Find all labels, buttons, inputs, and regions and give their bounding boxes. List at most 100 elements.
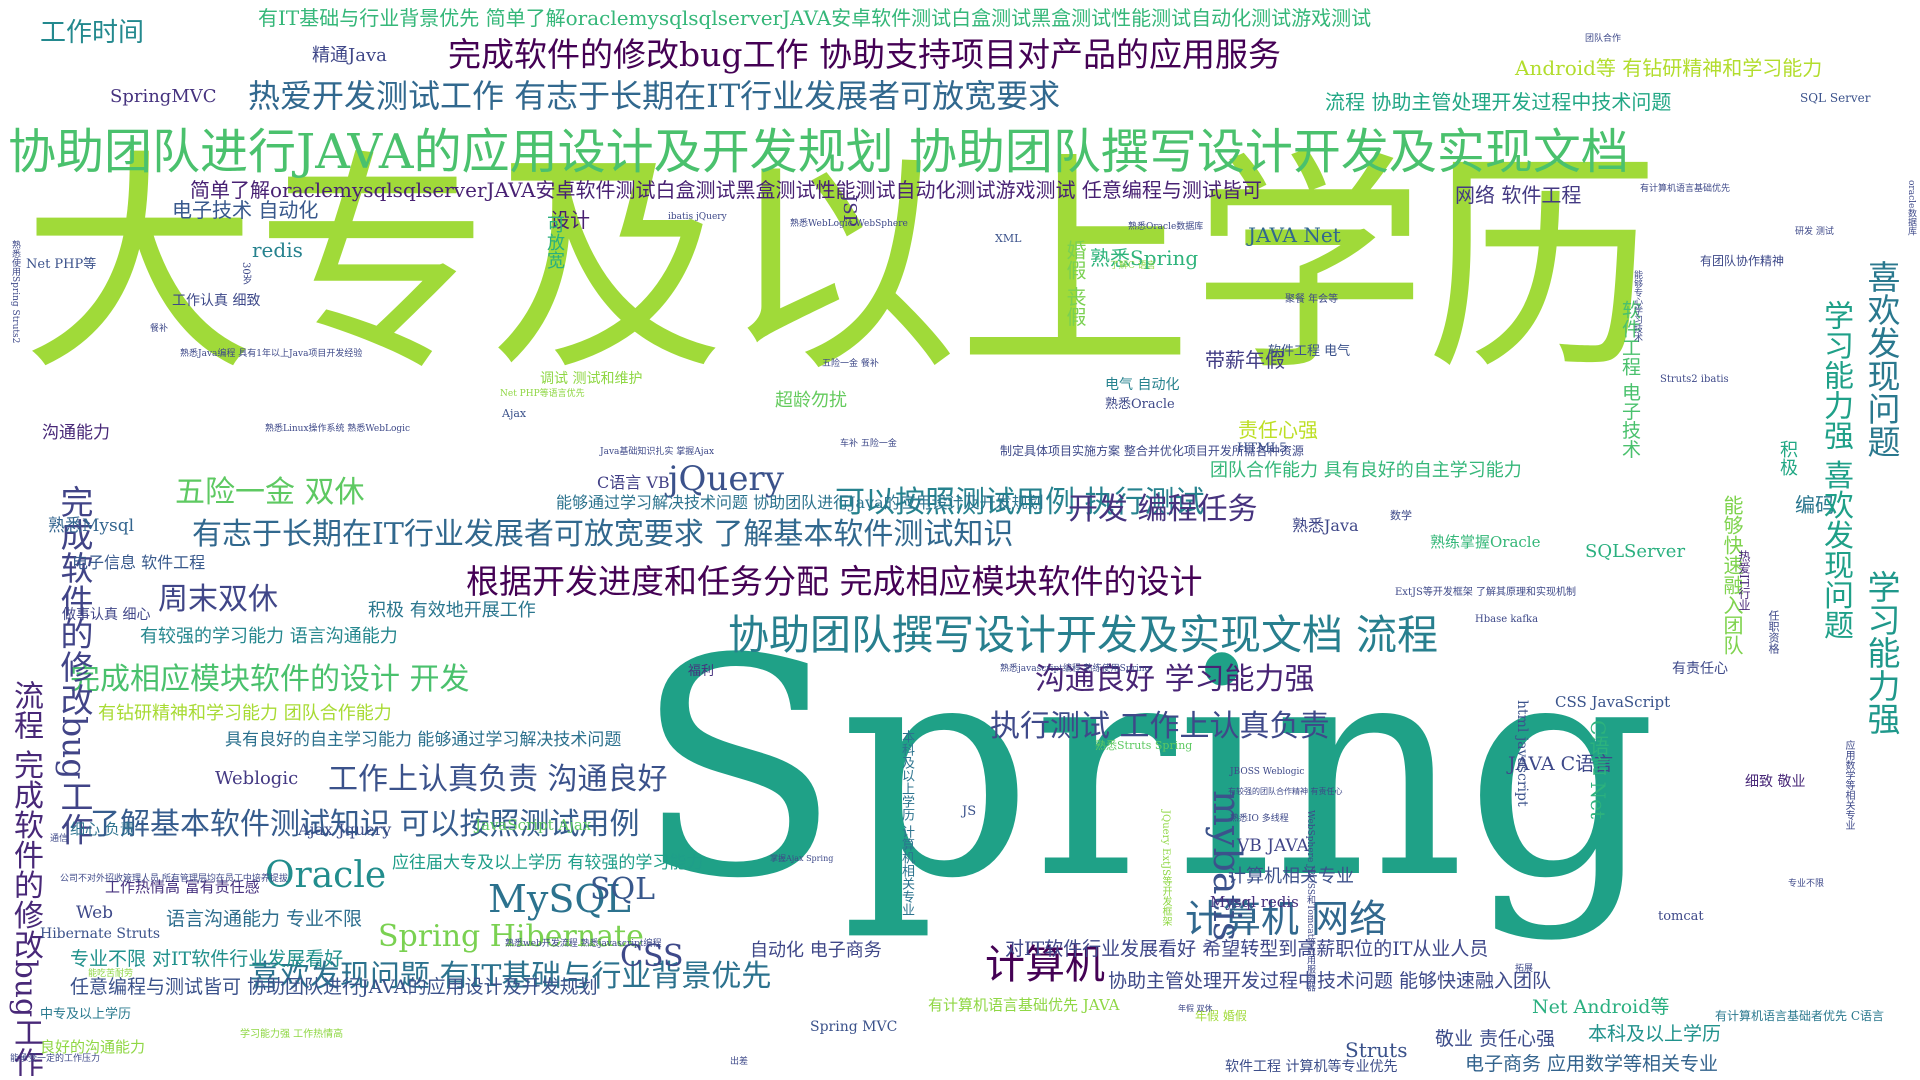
cloud-word: 周末双休: [158, 582, 278, 617]
cloud-word: 工作认真 细致: [172, 293, 261, 309]
cloud-word: 熟悉Linux操作系统 熟悉WebLogic: [265, 424, 411, 434]
cloud-word: 喜欢发现问题 有IT基础与行业背景优先: [250, 959, 772, 994]
cloud-word: 了解基本软件测试知识 可以按照测试用例: [90, 807, 640, 842]
cloud-word: 公司不对外招收管理人员 所有管理层均在员工中培养提拔: [60, 874, 288, 884]
cloud-word: MySQL: [488, 877, 631, 921]
cloud-word: 流程 完成软件的修改bug工作: [8, 680, 43, 1078]
cloud-word: 带薪年假: [1205, 348, 1285, 372]
cloud-word: 软件工程 计算机等专业优先: [1225, 1059, 1398, 1075]
cloud-word: 熟悉使用Spring Struts2: [10, 240, 20, 344]
cloud-word: 自动化 电子商务: [750, 940, 882, 961]
cloud-word: 应用数学等相关专业: [1843, 740, 1854, 830]
cloud-word: WebSphere JBOSS和Tomcat等应用服务器: [1305, 810, 1315, 992]
cloud-word: Ajax: [502, 407, 527, 420]
cloud-word: 学习能力强: [1862, 570, 1901, 735]
cloud-word: 了解C 语言: [1110, 261, 1156, 271]
cloud-word: 聚餐 年会等: [1285, 294, 1339, 305]
cloud-word: 专业不限: [1788, 879, 1825, 889]
cloud-word: 协助主管处理开发过程中技术问题 能够快速融入团队: [1108, 970, 1552, 992]
cloud-word: 有计算机语言基础优先: [1640, 184, 1731, 194]
cloud-word: 完成相应模块软件的设计 开发: [70, 662, 470, 697]
cloud-word: 细心 负责: [70, 820, 135, 838]
cloud-word: 电子商务 应用数学等相关专业: [1465, 1053, 1719, 1075]
cloud-word: tomcat: [1658, 909, 1704, 924]
cloud-word: 完成软件的修改bug工作 协助支持项目对产品的应用服务: [448, 35, 1281, 74]
cloud-word: Ajax Jquery: [298, 820, 392, 839]
cloud-word: 工作上认真负责 沟通良好: [328, 762, 668, 797]
cloud-word: 语言沟通能力 专业不限: [166, 908, 363, 930]
cloud-word: jQuery: [668, 459, 784, 499]
cloud-word: Struts: [1345, 1038, 1408, 1062]
cloud-word: 做事认真 细心: [62, 607, 151, 623]
cloud-word: 有较强的团队合作精神 有责任心: [1228, 787, 1343, 796]
cloud-word: mybatis: [1205, 790, 1249, 942]
cloud-word: 熟悉WebLogic WebSphere: [790, 219, 908, 229]
cloud-word: 良好的沟通能力: [40, 1038, 146, 1056]
cloud-word: 熟悉Struts Spring: [1095, 739, 1193, 752]
cloud-word: 计算机: [985, 942, 1105, 988]
cloud-word: oracle数据库: [1906, 180, 1916, 236]
cloud-word: 婚假 丧假: [1063, 240, 1087, 327]
cloud-word: JS: [962, 804, 977, 819]
cloud-word: 熟悉IO 多线程: [1230, 814, 1289, 824]
cloud-word: 有团队协作精神: [1700, 254, 1785, 268]
cloud-word: 团队合作能力 具有良好的自主学习能力: [1210, 460, 1522, 481]
cloud-word: CSS: [620, 939, 684, 974]
cloud-word: 有较强的学习能力 语言沟通能力: [140, 626, 398, 647]
cloud-word: 能够专心学习技术: [1632, 270, 1642, 342]
cloud-word: 出差: [730, 1057, 749, 1067]
cloud-word: Java基础知识扎实 掌握Ajax: [600, 447, 715, 457]
cloud-word: 团队合作: [1585, 34, 1622, 44]
cloud-word: 熟练掌握Oracle: [1430, 533, 1541, 551]
cloud-word: SQL Server: [1800, 91, 1871, 105]
cloud-word: 福利: [688, 664, 715, 679]
cloud-word: 专业不限 对IT软件行业发展看好: [70, 948, 344, 970]
cloud-word: 熟悉Spring: [1090, 246, 1199, 270]
cloud-word: 应往届大专及以上学历 有较强的学习能力: [392, 853, 704, 873]
cloud-word: Hbase kafka: [1475, 614, 1539, 625]
cloud-word: 能够通过学习解决技术问题 协助团队进行Java的应用设计及开发规划: [556, 493, 1044, 512]
cloud-word: 熟悉Java编程 具有1年以上Java项目开发经验: [180, 349, 363, 359]
cloud-word: 热爱IT行业: [1737, 550, 1751, 611]
cloud-word: Hibernate Struts: [40, 926, 161, 942]
cloud-word: 熟悉Oracle数据库: [1128, 222, 1204, 232]
cloud-word: 有计算机语言基础者优先 C语言: [1715, 1009, 1884, 1023]
cloud-word: 完成软件的修改bug工作: [55, 485, 94, 846]
cloud-word: 网络 软件工程: [1455, 183, 1582, 207]
cloud-word: 工作热情高 富有责任感: [105, 878, 260, 896]
cloud-word: Spring MVC: [810, 1019, 898, 1035]
cloud-word: C语言 Net: [1586, 720, 1610, 820]
cloud-word: ibatis jQuery: [668, 212, 727, 222]
cloud-word: 年假 婚假: [1195, 1009, 1247, 1023]
cloud-word: 30岁: [240, 262, 251, 285]
cloud-word: XML: [995, 232, 1022, 245]
cloud-word: SQL: [590, 872, 656, 907]
cloud-word: 可放宽: [544, 215, 565, 269]
cloud-word: 车补 五险一金: [840, 439, 897, 449]
cloud-word: 掌握Ajax Spring: [770, 854, 834, 863]
cloud-word: Oracle: [265, 855, 387, 896]
cloud-word: JBOSS Weblogic: [1230, 767, 1305, 777]
cloud-word: 熟悉javascript编程 熟练使用Spring: [1000, 664, 1151, 674]
cloud-word: 软件工程 电子技术: [1619, 300, 1641, 459]
cloud-word: JSP: [839, 195, 860, 227]
cloud-word: CSS JavaScript: [1555, 693, 1671, 711]
cloud-word: 根据开发进度和任务分配 完成相应模块软件的设计: [466, 562, 1203, 601]
cloud-word: html javascript: [1514, 700, 1530, 807]
cloud-word: SQLServer: [1585, 541, 1686, 562]
cloud-word: 超龄勿扰: [775, 390, 847, 411]
cloud-word: 通信: [50, 834, 69, 844]
cloud-word: Web: [76, 903, 114, 923]
cloud-word: 大专及以上学历: [22, 131, 1660, 403]
cloud-word: 电气 自动化: [1105, 377, 1180, 393]
cloud-word: 任职资格: [1767, 610, 1780, 654]
cloud-word: C语言 VB: [597, 473, 670, 492]
cloud-word: 熟悉web开发流程 熟悉javascript编程: [505, 939, 662, 949]
cloud-word: 电子技术 自动化: [172, 198, 319, 222]
cloud-word: 有IT基础与行业背景优先 简单了解oraclemysqlsqlserverJAV…: [258, 6, 1372, 30]
cloud-word: 熟悉Java: [1292, 516, 1359, 535]
cloud-word: 餐补: [150, 324, 169, 334]
cloud-word: 积极: [1777, 440, 1798, 476]
cloud-word: 调试 测试和维护: [540, 371, 643, 387]
cloud-word: 开发 编程任务: [1068, 492, 1258, 527]
